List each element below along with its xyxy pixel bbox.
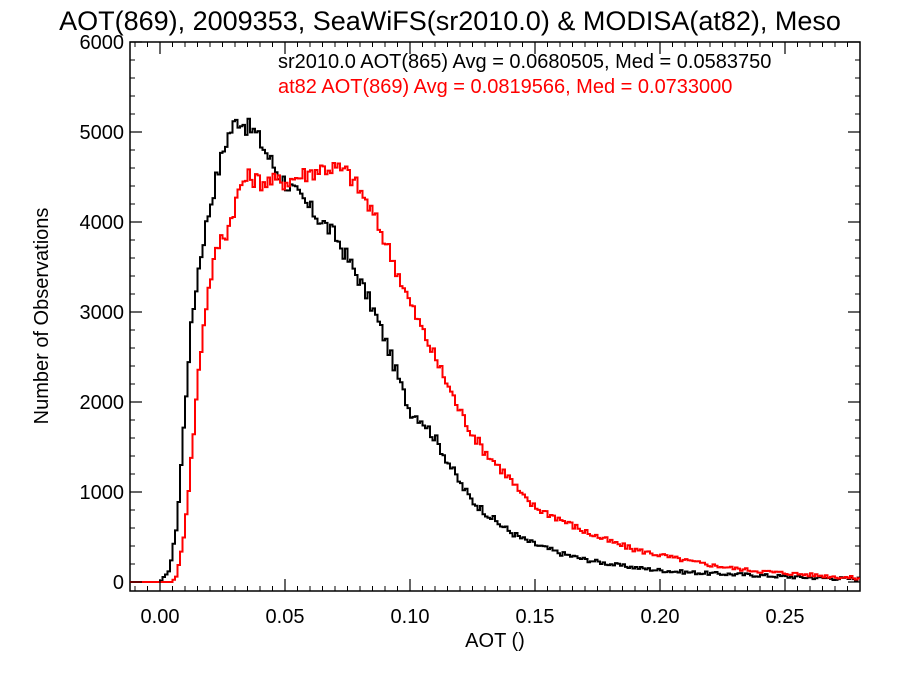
series-annotation-1: sr2010.0 AOT(865) Avg = 0.0680505, Med =… xyxy=(278,51,771,73)
y-tick-label: 6000 xyxy=(80,32,125,54)
x-tick-label: 0.10 xyxy=(391,606,430,628)
y-tick-label: 0 xyxy=(113,572,124,594)
histogram-series-1 xyxy=(130,117,860,583)
x-tick-label: 0.25 xyxy=(766,606,805,628)
chart-title: AOT(869), 2009353, SeaWiFS(sr2010.0) & M… xyxy=(59,6,841,36)
series-layer xyxy=(130,117,860,583)
y-tick-label: 2000 xyxy=(80,392,125,414)
y-axis-label: Number of Observations xyxy=(31,208,53,425)
plot-frame xyxy=(129,41,861,592)
series-annotation-2: at82 AOT(869) Avg = 0.0819566, Med = 0.0… xyxy=(278,76,732,98)
x-tick-label: 0.15 xyxy=(516,606,555,628)
y-tick-label: 4000 xyxy=(80,212,125,234)
x-tick-label: 0.00 xyxy=(141,606,180,628)
annotation-layer: sr2010.0 AOT(865) Avg = 0.0680505, Med =… xyxy=(278,51,771,98)
x-tick-label: 0.05 xyxy=(266,606,305,628)
y-tick-label: 5000 xyxy=(80,122,125,144)
x-axis-label: AOT () xyxy=(465,630,525,652)
plot-border xyxy=(129,41,861,592)
histogram-series-2 xyxy=(130,162,860,583)
y-tick-label: 1000 xyxy=(80,482,125,504)
y-tick-label: 3000 xyxy=(80,302,125,324)
x-tick-label: 0.20 xyxy=(641,606,680,628)
y-axis-ticks: 0 1000 2000 3000 4000 5000 6000 xyxy=(80,32,860,594)
x-axis-ticks: 0.00 0.05 0.10 0.15 0.20 0.25 xyxy=(134,42,861,628)
